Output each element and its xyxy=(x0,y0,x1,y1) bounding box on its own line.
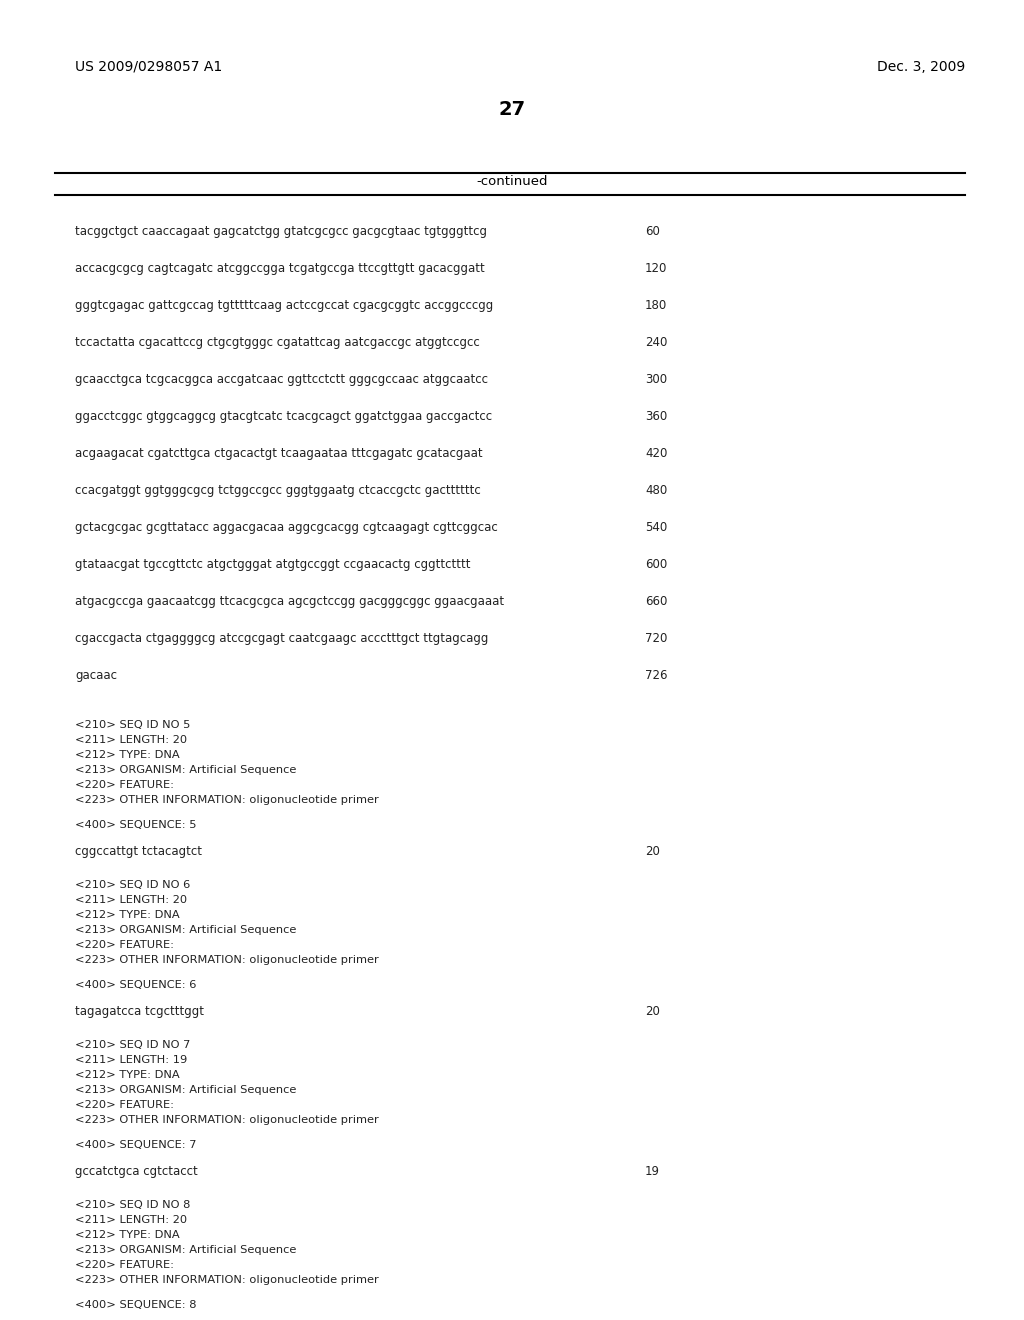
Text: cgaccgacta ctgaggggcg atccgcgagt caatcgaagc accctttgct ttgtagcagg: cgaccgacta ctgaggggcg atccgcgagt caatcga… xyxy=(75,632,488,645)
Text: <212> TYPE: DNA: <212> TYPE: DNA xyxy=(75,750,179,760)
Text: 240: 240 xyxy=(645,337,668,348)
Text: <211> LENGTH: 20: <211> LENGTH: 20 xyxy=(75,895,187,906)
Text: 726: 726 xyxy=(645,669,668,682)
Text: <213> ORGANISM: Artificial Sequence: <213> ORGANISM: Artificial Sequence xyxy=(75,1245,296,1255)
Text: 120: 120 xyxy=(645,261,668,275)
Text: 60: 60 xyxy=(645,224,659,238)
Text: gacaac: gacaac xyxy=(75,669,117,682)
Text: <400> SEQUENCE: 8: <400> SEQUENCE: 8 xyxy=(75,1300,197,1309)
Text: <211> LENGTH: 20: <211> LENGTH: 20 xyxy=(75,735,187,744)
Text: 480: 480 xyxy=(645,484,668,498)
Text: <223> OTHER INFORMATION: oligonucleotide primer: <223> OTHER INFORMATION: oligonucleotide… xyxy=(75,795,379,805)
Text: <212> TYPE: DNA: <212> TYPE: DNA xyxy=(75,1230,179,1239)
Text: 360: 360 xyxy=(645,411,668,422)
Text: <400> SEQUENCE: 5: <400> SEQUENCE: 5 xyxy=(75,820,197,830)
Text: gtataacgat tgccgttctc atgctgggat atgtgccggt ccgaacactg cggttctttt: gtataacgat tgccgttctc atgctgggat atgtgcc… xyxy=(75,558,470,572)
Text: ggacctcggc gtggcaggcg gtacgtcatc tcacgcagct ggatctggaa gaccgactcc: ggacctcggc gtggcaggcg gtacgtcatc tcacgca… xyxy=(75,411,493,422)
Text: <212> TYPE: DNA: <212> TYPE: DNA xyxy=(75,909,179,920)
Text: 420: 420 xyxy=(645,447,668,459)
Text: <220> FEATURE:: <220> FEATURE: xyxy=(75,1261,174,1270)
Text: tagagatcca tcgctttggt: tagagatcca tcgctttggt xyxy=(75,1005,204,1018)
Text: ccacgatggt ggtgggcgcg tctggccgcc gggtggaatg ctcaccgctc gacttttttc: ccacgatggt ggtgggcgcg tctggccgcc gggtgga… xyxy=(75,484,480,498)
Text: 600: 600 xyxy=(645,558,668,572)
Text: gggtcgagac gattcgccag tgtttttcaag actccgccat cgacgcggtc accggcccgg: gggtcgagac gattcgccag tgtttttcaag actccg… xyxy=(75,300,494,312)
Text: accacgcgcg cagtcagatc atcggccgga tcgatgccga ttccgttgtt gacacggatt: accacgcgcg cagtcagatc atcggccgga tcgatgc… xyxy=(75,261,484,275)
Text: <210> SEQ ID NO 8: <210> SEQ ID NO 8 xyxy=(75,1200,190,1210)
Text: <220> FEATURE:: <220> FEATURE: xyxy=(75,940,174,950)
Text: -continued: -continued xyxy=(476,176,548,187)
Text: <210> SEQ ID NO 5: <210> SEQ ID NO 5 xyxy=(75,719,190,730)
Text: tccactatta cgacattccg ctgcgtgggc cgatattcag aatcgaccgc atggtccgcc: tccactatta cgacattccg ctgcgtgggc cgatatt… xyxy=(75,337,480,348)
Text: <400> SEQUENCE: 6: <400> SEQUENCE: 6 xyxy=(75,979,197,990)
Text: <223> OTHER INFORMATION: oligonucleotide primer: <223> OTHER INFORMATION: oligonucleotide… xyxy=(75,1275,379,1284)
Text: 20: 20 xyxy=(645,845,659,858)
Text: <210> SEQ ID NO 6: <210> SEQ ID NO 6 xyxy=(75,880,190,890)
Text: 20: 20 xyxy=(645,1005,659,1018)
Text: gccatctgca cgtctacct: gccatctgca cgtctacct xyxy=(75,1166,198,1177)
Text: <223> OTHER INFORMATION: oligonucleotide primer: <223> OTHER INFORMATION: oligonucleotide… xyxy=(75,1115,379,1125)
Text: <210> SEQ ID NO 7: <210> SEQ ID NO 7 xyxy=(75,1040,190,1049)
Text: <220> FEATURE:: <220> FEATURE: xyxy=(75,1100,174,1110)
Text: 540: 540 xyxy=(645,521,668,535)
Text: <213> ORGANISM: Artificial Sequence: <213> ORGANISM: Artificial Sequence xyxy=(75,925,296,935)
Text: <211> LENGTH: 19: <211> LENGTH: 19 xyxy=(75,1055,187,1065)
Text: 27: 27 xyxy=(499,100,525,119)
Text: US 2009/0298057 A1: US 2009/0298057 A1 xyxy=(75,59,222,74)
Text: 180: 180 xyxy=(645,300,668,312)
Text: Dec. 3, 2009: Dec. 3, 2009 xyxy=(877,59,965,74)
Text: acgaagacat cgatcttgca ctgacactgt tcaagaataa tttcgagatc gcatacgaat: acgaagacat cgatcttgca ctgacactgt tcaagaa… xyxy=(75,447,482,459)
Text: <223> OTHER INFORMATION: oligonucleotide primer: <223> OTHER INFORMATION: oligonucleotide… xyxy=(75,954,379,965)
Text: <213> ORGANISM: Artificial Sequence: <213> ORGANISM: Artificial Sequence xyxy=(75,1085,296,1096)
Text: atgacgccga gaacaatcgg ttcacgcgca agcgctccgg gacgggcggc ggaacgaaat: atgacgccga gaacaatcgg ttcacgcgca agcgctc… xyxy=(75,595,504,609)
Text: <212> TYPE: DNA: <212> TYPE: DNA xyxy=(75,1071,179,1080)
Text: <400> SEQUENCE: 7: <400> SEQUENCE: 7 xyxy=(75,1140,197,1150)
Text: <211> LENGTH: 20: <211> LENGTH: 20 xyxy=(75,1214,187,1225)
Text: tacggctgct caaccagaat gagcatctgg gtatcgcgcc gacgcgtaac tgtgggttcg: tacggctgct caaccagaat gagcatctgg gtatcgc… xyxy=(75,224,487,238)
Text: <220> FEATURE:: <220> FEATURE: xyxy=(75,780,174,789)
Text: cggccattgt tctacagtct: cggccattgt tctacagtct xyxy=(75,845,202,858)
Text: gctacgcgac gcgttatacc aggacgacaa aggcgcacgg cgtcaagagt cgttcggcac: gctacgcgac gcgttatacc aggacgacaa aggcgca… xyxy=(75,521,498,535)
Text: gcaacctgca tcgcacggca accgatcaac ggttcctctt gggcgccaac atggcaatcc: gcaacctgca tcgcacggca accgatcaac ggttcct… xyxy=(75,374,488,385)
Text: 660: 660 xyxy=(645,595,668,609)
Text: 300: 300 xyxy=(645,374,667,385)
Text: 720: 720 xyxy=(645,632,668,645)
Text: 19: 19 xyxy=(645,1166,660,1177)
Text: <213> ORGANISM: Artificial Sequence: <213> ORGANISM: Artificial Sequence xyxy=(75,766,296,775)
